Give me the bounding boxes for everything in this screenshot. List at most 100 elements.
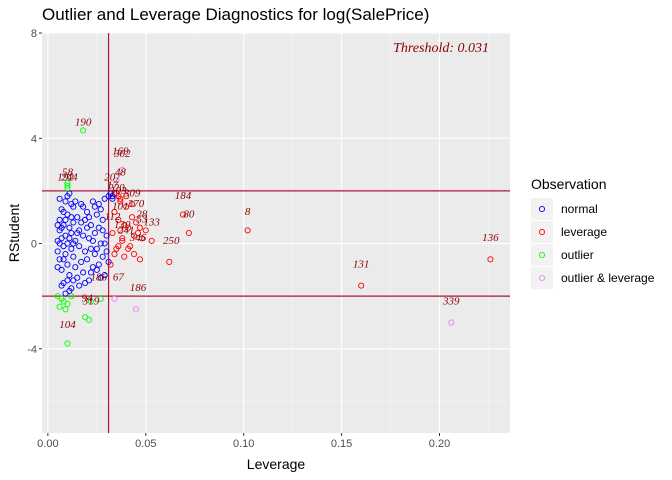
x-tick-label: 0.20 xyxy=(429,438,450,450)
data-point xyxy=(87,298,95,305)
data-point xyxy=(78,219,85,226)
data-point xyxy=(83,208,91,215)
data-point xyxy=(64,193,71,200)
data-point xyxy=(142,227,149,234)
point-label: 250 xyxy=(163,235,180,247)
data-point xyxy=(132,306,140,313)
point-label: 220 xyxy=(108,182,125,194)
threshold-label: Threshold: 0.031 xyxy=(393,41,489,56)
data-point xyxy=(66,272,73,279)
data-point xyxy=(74,229,81,237)
data-point xyxy=(87,245,95,252)
point-label: 58 xyxy=(62,166,74,178)
data-point xyxy=(80,203,87,210)
point-label: 112 xyxy=(105,211,121,223)
data-point xyxy=(82,279,89,287)
point-label: 169 xyxy=(112,145,129,157)
data-point xyxy=(130,251,138,258)
data-point xyxy=(60,256,67,263)
point-label: 80 xyxy=(183,208,195,220)
data-point xyxy=(54,264,61,271)
data-point xyxy=(76,282,83,289)
data-point xyxy=(64,277,71,284)
data-point xyxy=(103,248,110,255)
legend-key xyxy=(531,221,553,243)
point-label: 53 xyxy=(136,214,148,226)
data-point xyxy=(97,274,104,281)
data-point xyxy=(56,195,63,202)
data-point xyxy=(66,224,73,231)
data-point xyxy=(72,264,79,271)
data-point xyxy=(101,240,108,247)
data-point xyxy=(83,256,91,263)
legend-label: outlier & leverage xyxy=(561,271,655,285)
data-point xyxy=(109,229,116,237)
data-point xyxy=(72,198,79,205)
data-point xyxy=(76,243,83,250)
point-label: 48 xyxy=(115,166,127,178)
data-point xyxy=(121,253,128,260)
point-label: 103 xyxy=(110,185,127,197)
data-point xyxy=(166,258,173,265)
data-point xyxy=(93,266,100,273)
data-point xyxy=(68,229,75,237)
legend-label: leverage xyxy=(561,225,607,239)
data-point xyxy=(56,216,63,223)
legend-key xyxy=(531,198,553,220)
data-point xyxy=(56,303,63,310)
data-point xyxy=(117,195,124,202)
data-point xyxy=(62,198,69,205)
data-point xyxy=(115,216,122,223)
point-label: 94 xyxy=(82,293,94,305)
data-point xyxy=(179,211,187,218)
data-point xyxy=(111,295,118,302)
data-point xyxy=(87,269,95,276)
point-label: 207 xyxy=(104,172,121,184)
legend-symbol xyxy=(538,274,546,282)
data-point xyxy=(97,295,104,302)
data-point xyxy=(95,261,102,268)
data-point xyxy=(68,245,75,252)
x-tick-label: 0.10 xyxy=(233,438,254,450)
data-point xyxy=(66,235,73,242)
data-point xyxy=(487,256,494,263)
legend-key xyxy=(531,267,553,289)
data-point xyxy=(66,287,73,294)
data-point xyxy=(74,214,81,221)
legend: Observation normal leverage outlier outlier… xyxy=(531,176,655,289)
point-label: 190 xyxy=(75,116,92,128)
y-axis-ticks: -4 0 4 8 xyxy=(27,28,42,356)
data-point xyxy=(107,261,114,268)
legend-symbol xyxy=(538,205,546,213)
data-point xyxy=(85,214,93,221)
data-point xyxy=(123,203,130,210)
y-axis-title: RStudent xyxy=(6,204,22,262)
data-point xyxy=(123,193,130,200)
data-point xyxy=(78,258,85,265)
point-label: 302 xyxy=(113,148,131,160)
data-point xyxy=(119,237,126,244)
point-label: 101 xyxy=(112,201,129,213)
data-point xyxy=(56,256,63,263)
data-point xyxy=(99,227,106,234)
data-point xyxy=(132,219,140,226)
data-point xyxy=(68,214,75,221)
point-label: 186 xyxy=(130,282,147,294)
x-tick-label: 0.15 xyxy=(331,438,352,450)
data-point xyxy=(58,224,65,231)
point-label: 28 xyxy=(136,208,148,220)
data-point xyxy=(99,216,106,223)
data-point xyxy=(62,216,69,223)
data-point xyxy=(121,222,128,229)
data-point xyxy=(58,282,65,289)
data-point xyxy=(115,243,122,250)
point-label: 131 xyxy=(353,258,370,270)
legend-symbol xyxy=(538,251,546,259)
data-point xyxy=(138,235,145,242)
data-point xyxy=(89,237,96,244)
data-point xyxy=(54,248,61,255)
point-label: 244 xyxy=(61,172,78,184)
data-point xyxy=(93,211,100,218)
data-point xyxy=(64,301,71,308)
